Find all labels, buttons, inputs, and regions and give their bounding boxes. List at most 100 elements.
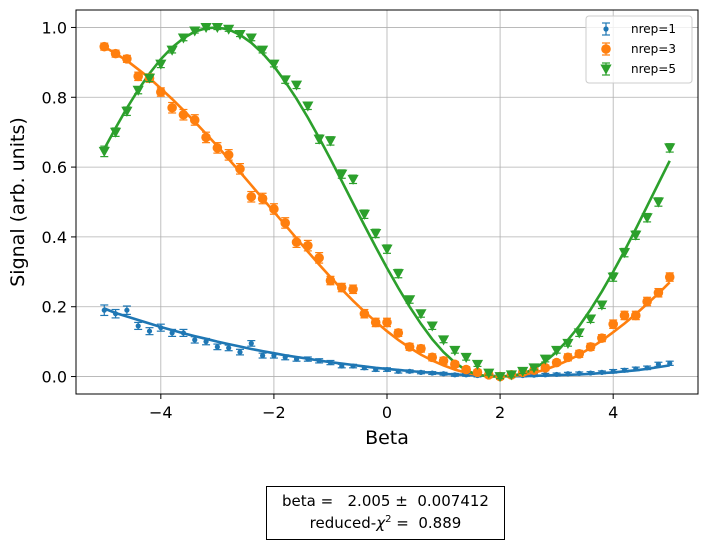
data-point xyxy=(189,115,200,125)
chi-value: 0.889 xyxy=(418,514,462,532)
data-point xyxy=(303,240,313,251)
data-point xyxy=(404,295,416,306)
data-point xyxy=(211,22,223,34)
legend: nrep=1 nrep=3 nrep=5 xyxy=(585,15,693,84)
data-point xyxy=(336,169,348,180)
y-tick-label: 0.6 xyxy=(42,158,67,177)
data-point xyxy=(246,191,257,202)
data-point xyxy=(619,310,630,321)
y-tick-label: 0.0 xyxy=(42,368,67,387)
data-point xyxy=(621,367,628,373)
legend-label: nrep=3 xyxy=(631,42,676,56)
legend-marker xyxy=(600,64,612,75)
data-point xyxy=(565,371,571,377)
data-point xyxy=(348,284,358,295)
data-point xyxy=(563,352,573,363)
data-point xyxy=(177,33,190,44)
data-point xyxy=(223,24,235,35)
data-point xyxy=(395,368,401,374)
data-point xyxy=(282,354,288,360)
data-point xyxy=(587,370,594,376)
data-point xyxy=(101,307,107,313)
y-tick-label: 0.8 xyxy=(42,88,67,107)
data-point xyxy=(664,143,676,154)
beta-label: beta = xyxy=(282,492,334,510)
data-point xyxy=(416,343,426,354)
data-point xyxy=(494,372,506,383)
data-point xyxy=(235,164,245,174)
data-point xyxy=(551,357,562,368)
data-point xyxy=(449,345,461,356)
data-point xyxy=(426,321,438,332)
data-point xyxy=(631,310,641,321)
data-point xyxy=(271,353,277,359)
data-point xyxy=(336,282,347,293)
beta-error: 0.007412 xyxy=(417,492,489,510)
data-point xyxy=(393,328,404,338)
data-point xyxy=(596,300,608,311)
data-point xyxy=(212,143,223,153)
y-tick-label: 0.2 xyxy=(42,298,67,317)
series-nrep-5 xyxy=(98,22,676,383)
x-tick-label: 2 xyxy=(495,403,505,422)
data-point xyxy=(644,365,650,371)
data-point xyxy=(189,26,201,37)
data-point xyxy=(313,134,325,145)
data-point xyxy=(124,307,130,313)
data-point xyxy=(237,349,243,355)
data-point xyxy=(664,272,675,282)
data-point xyxy=(223,150,234,160)
data-point xyxy=(156,87,166,97)
legend-item-nrep-3: nrep=3 xyxy=(601,42,676,56)
data-point xyxy=(290,80,303,91)
data-point xyxy=(305,356,311,362)
y-tick-label: 1.0 xyxy=(42,18,67,37)
data-point xyxy=(280,218,291,228)
beta-result-line: beta = 2.005 ± 0.007412 xyxy=(267,490,504,512)
data-point xyxy=(200,22,212,34)
data-point xyxy=(339,363,345,369)
data-point xyxy=(437,335,450,346)
data-point xyxy=(381,244,393,255)
data-point xyxy=(291,237,302,247)
y-axis-label: Signal (arb. units) xyxy=(7,117,29,287)
chi-equals: = xyxy=(396,514,409,532)
data-point xyxy=(361,365,367,371)
data-point xyxy=(551,345,563,356)
data-point xyxy=(429,370,435,376)
data-point xyxy=(652,197,665,208)
data-point xyxy=(135,323,141,329)
data-point xyxy=(573,328,585,339)
data-point xyxy=(132,85,144,96)
data-point xyxy=(98,146,110,157)
data-point xyxy=(440,371,447,377)
data-point xyxy=(166,45,178,56)
data-point xyxy=(562,338,574,349)
x-tick-label: 0 xyxy=(382,403,392,422)
data-point xyxy=(642,296,652,307)
data-point xyxy=(109,127,122,138)
data-point xyxy=(597,333,607,343)
legend-marker xyxy=(601,44,611,54)
data-point xyxy=(373,366,379,373)
data-point xyxy=(143,73,156,84)
data-point xyxy=(542,372,548,378)
chi-symbol: χ xyxy=(376,514,386,532)
data-point xyxy=(269,204,279,214)
data-point xyxy=(257,193,268,204)
data-point xyxy=(540,363,551,373)
data-point xyxy=(415,309,427,320)
data-point xyxy=(452,372,458,378)
data-point xyxy=(370,228,382,240)
data-point xyxy=(248,340,254,346)
data-point xyxy=(122,54,132,64)
y-tick-label: 0.4 xyxy=(42,228,67,247)
data-point xyxy=(180,330,187,336)
data-point xyxy=(203,339,209,345)
data-point xyxy=(121,106,133,117)
data-point xyxy=(584,314,597,325)
data-point xyxy=(392,269,404,280)
data-point xyxy=(178,109,189,120)
data-point xyxy=(505,370,517,381)
data-point xyxy=(667,360,673,366)
